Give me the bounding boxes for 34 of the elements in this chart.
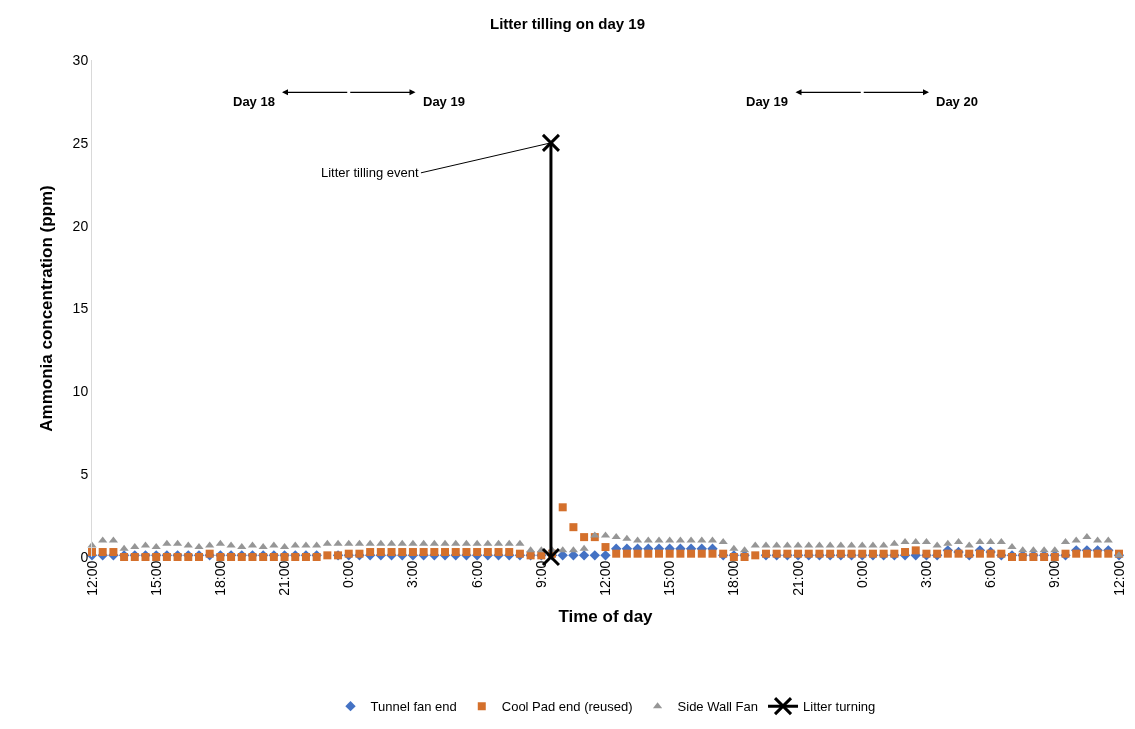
y-tick-label: 5 <box>80 466 89 483</box>
legend-label: Cool Pad end (reused) <box>501 699 633 715</box>
legend-label: Tunnel fan end <box>370 699 457 715</box>
annotation: Day 19 <box>423 94 465 109</box>
x-axis-title: Time of day <box>558 607 654 627</box>
annotation: Day 19 <box>746 94 788 109</box>
y-axis-title: Ammonia concentration (ppm) <box>37 185 57 432</box>
x-tick-label: 12:00 <box>597 560 614 596</box>
x-tick-label: 21:00 <box>276 560 293 596</box>
x-tick-label: 12:00 <box>1110 560 1127 596</box>
x-tick-label: 3:00 <box>917 560 934 589</box>
y-tick-label: 10 <box>72 383 89 400</box>
annotation: Litter tilling event <box>321 165 419 180</box>
x-tick-label: 18:00 <box>725 560 742 596</box>
x-tick-label: 18:00 <box>211 560 228 596</box>
y-tick-label: 30 <box>72 51 89 68</box>
x-tick-label: 15:00 <box>147 560 164 596</box>
chart-title: Litter tilling on day 19 <box>489 14 646 32</box>
y-tick-label: 20 <box>72 217 89 234</box>
x-tick-label: 9:00 <box>1046 560 1063 589</box>
x-tick-label: 0:00 <box>853 560 870 589</box>
x-tick-label: 15:00 <box>661 560 678 596</box>
annotation: Day 18 <box>233 94 275 109</box>
y-tick-label: 15 <box>72 300 89 317</box>
x-tick-label: 3:00 <box>404 560 421 589</box>
x-tick-label: 0:00 <box>340 560 357 589</box>
legend-label: Litter turning <box>803 699 876 715</box>
legend-label: Side Wall Fan <box>677 699 759 715</box>
x-tick-label: 6:00 <box>468 560 485 589</box>
x-tick-label: 6:00 <box>982 560 999 589</box>
x-tick-label: 21:00 <box>789 560 806 596</box>
x-tick-label: 9:00 <box>532 560 549 589</box>
annotation: Day 20 <box>936 94 978 109</box>
y-tick-label: 25 <box>72 134 89 151</box>
